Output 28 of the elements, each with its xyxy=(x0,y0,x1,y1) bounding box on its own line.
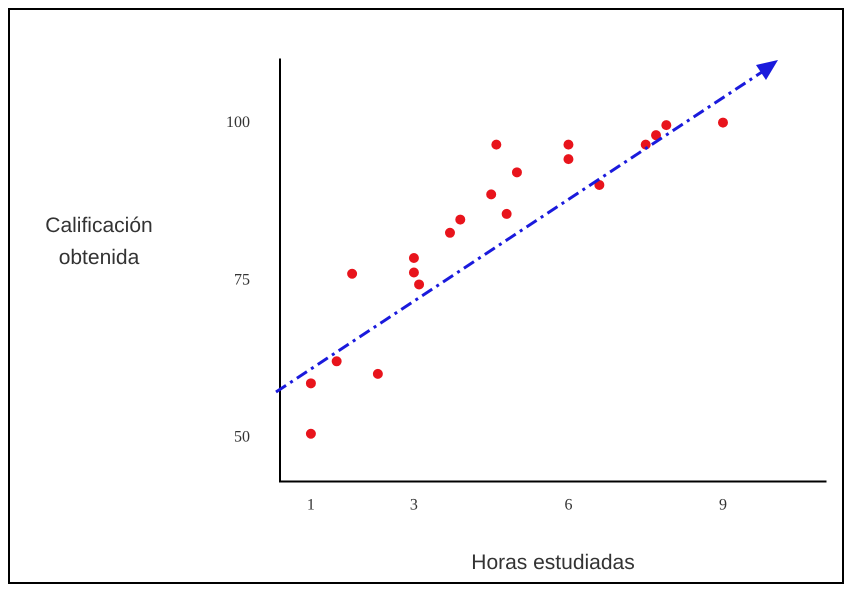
y-tick-label: 75 xyxy=(234,271,250,288)
point xyxy=(347,268,358,279)
point xyxy=(408,253,419,264)
point xyxy=(651,130,662,140)
point xyxy=(332,356,342,366)
x-tick-label: 6 xyxy=(564,496,572,514)
point xyxy=(306,428,316,439)
x-tick-label: 9 xyxy=(718,496,727,514)
y-axis-title: Calificación obtenida xyxy=(44,213,154,271)
point xyxy=(502,208,512,219)
x-axis-title: Horas estudiadas xyxy=(471,551,635,574)
x-tick-label: 3 xyxy=(410,496,418,514)
point xyxy=(491,140,502,150)
point xyxy=(414,279,424,290)
point xyxy=(408,267,419,278)
point xyxy=(444,228,455,238)
point xyxy=(563,154,574,164)
point xyxy=(372,368,383,379)
point xyxy=(306,378,316,388)
y-tick-label: 100 xyxy=(226,114,250,131)
point xyxy=(718,118,728,128)
point xyxy=(512,167,522,178)
y-tick-label: 50 xyxy=(234,428,250,446)
point xyxy=(455,214,466,225)
x-tick-label: 1 xyxy=(306,496,315,514)
point xyxy=(563,140,574,150)
point xyxy=(661,120,672,130)
point xyxy=(486,189,496,200)
